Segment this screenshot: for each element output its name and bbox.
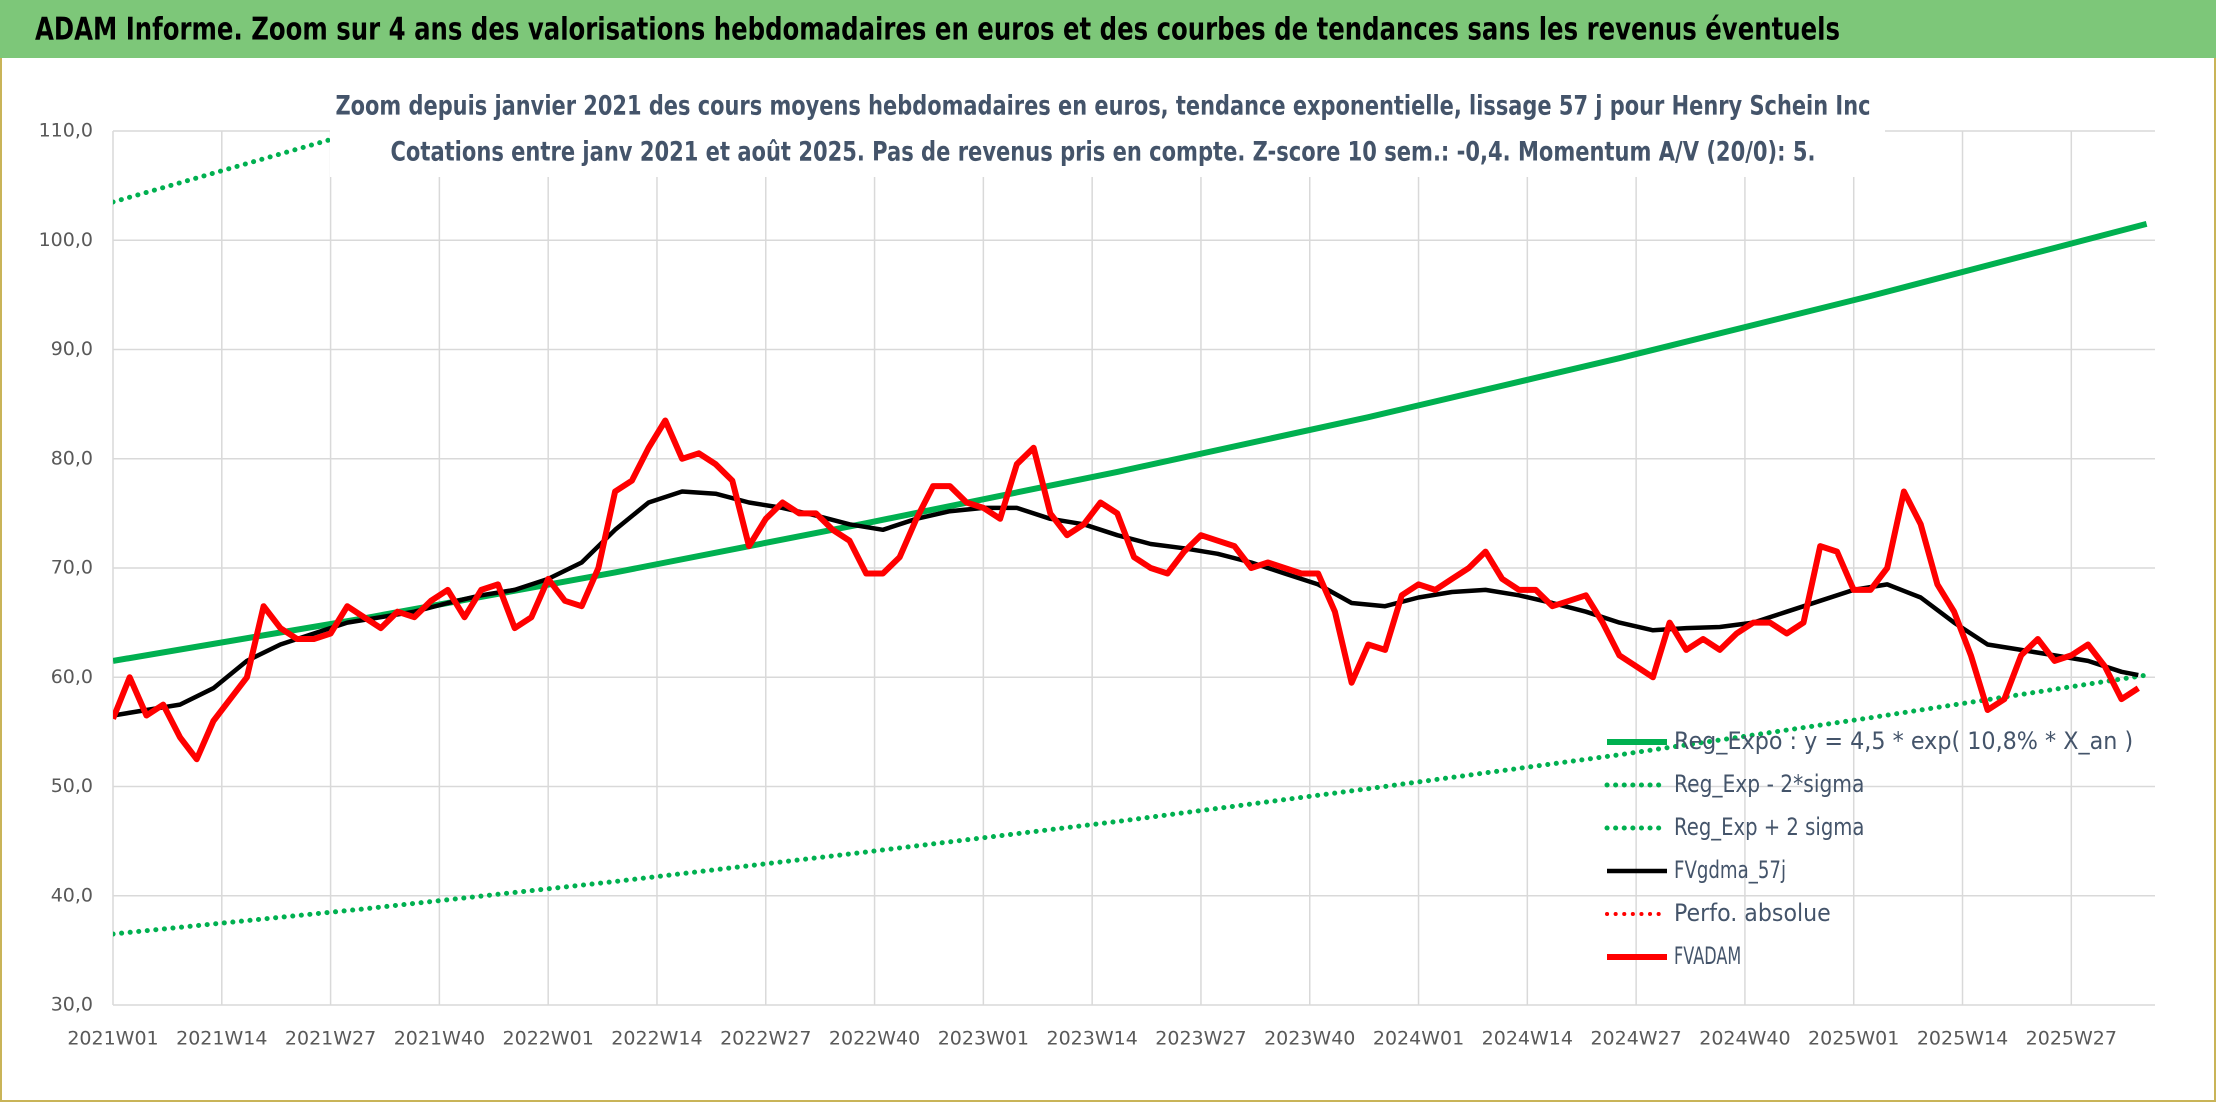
subtitle: Zoom depuis janvier 2021 des cours moyen… [336,91,1871,122]
y-tick-label: 70,0 [51,557,93,579]
x-tick-label: 2022W01 [503,1028,594,1050]
series-line [113,672,2150,937]
y-tick-label: 30,0 [51,994,93,1016]
chart-title: ADAM Informe. Zoom sur 4 ans des valoris… [35,12,1840,48]
x-tick-label: 2023W27 [1155,1028,1246,1050]
legend-label: FVADAM [1674,942,1741,970]
x-tick-label: 2022W40 [829,1028,920,1050]
x-tick-label: 2023W40 [1264,1028,1355,1050]
x-tick-label: 2024W14 [1482,1028,1573,1050]
plot [113,128,2150,937]
series-line [113,417,2140,763]
y-tick-label: 100,0 [39,229,93,251]
x-tick-label: 2023W14 [1046,1028,1137,1050]
legend-label: Reg_Expo : y = 4,5 * exp( 10,8% * X_an ) [1674,727,2133,755]
x-tick-label: 2025W14 [1917,1028,2008,1050]
y-tick-label: 60,0 [51,666,93,688]
legend-label: Reg_Exp + 2 sigma [1674,813,1864,841]
subtitle-box [330,80,1885,177]
x-tick-label: 2021W14 [176,1028,267,1050]
x-tick-label: 2023W01 [938,1028,1029,1050]
x-tick-label: 2021W01 [67,1028,158,1050]
subtitle: Cotations entre janv 2021 et août 2025. … [391,137,1816,168]
y-tick-label: 50,0 [51,775,93,797]
x-tick-label: 2022W14 [611,1028,702,1050]
x-tick-label: 2021W27 [285,1028,376,1050]
x-tick-label: 2024W40 [1699,1028,1790,1050]
x-tick-label: 2025W27 [2026,1028,2117,1050]
legend-label: Perfo. absolue [1674,899,1831,927]
y-tick-label: 80,0 [51,447,93,469]
legend-label: FVgdma_57j [1674,856,1786,884]
banner [0,0,2216,58]
y-tick-label: 90,0 [51,338,93,360]
x-tick-label: 2025W01 [1808,1028,1899,1050]
legend: Reg_Expo : y = 4,5 * exp( 10,8% * X_an )… [1604,727,2133,970]
legend-label: Reg_Exp - 2*sigma [1674,770,1864,798]
x-tick-label: 2024W01 [1373,1028,1464,1050]
x-tick-label: 2022W27 [720,1028,811,1050]
y-tick-label: 110,0 [39,120,93,142]
x-tick-label: 2024W27 [1590,1028,1681,1050]
x-tick-label: 2021W40 [394,1028,485,1050]
y-tick-label: 40,0 [51,884,93,906]
